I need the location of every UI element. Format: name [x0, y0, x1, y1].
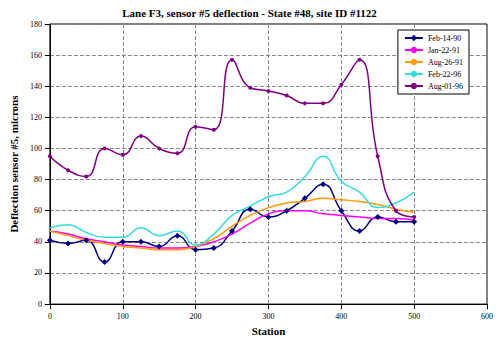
- svg-text:0: 0: [38, 300, 42, 309]
- svg-text:100: 100: [30, 144, 42, 153]
- svg-text:60: 60: [34, 206, 42, 215]
- svg-text:200: 200: [190, 312, 202, 321]
- svg-text:40: 40: [34, 237, 42, 246]
- svg-text:400: 400: [335, 312, 347, 321]
- svg-text:0: 0: [48, 312, 52, 321]
- svg-text:Aug-01-96: Aug-01-96: [428, 82, 463, 91]
- svg-text:80: 80: [34, 175, 42, 184]
- svg-text:300: 300: [262, 312, 274, 321]
- svg-text:160: 160: [30, 51, 42, 60]
- svg-text:Deflection sensor #5, microns: Deflection sensor #5, microns: [8, 95, 20, 233]
- svg-text:Station: Station: [252, 325, 286, 337]
- svg-text:180: 180: [30, 20, 42, 29]
- svg-text:20: 20: [34, 268, 42, 277]
- svg-text:100: 100: [117, 312, 129, 321]
- svg-text:Jan-22-91: Jan-22-91: [428, 46, 460, 55]
- svg-text:600: 600: [481, 312, 493, 321]
- svg-text:Lane F3, sensor #5 deflection: Lane F3, sensor #5 deflection - State #4…: [122, 7, 377, 19]
- svg-text:Feb-22-96: Feb-22-96: [428, 70, 461, 79]
- svg-text:500: 500: [408, 312, 420, 321]
- svg-text:140: 140: [30, 82, 42, 91]
- svg-text:Feb-14-90: Feb-14-90: [428, 34, 461, 43]
- svg-text:Aug-26-91: Aug-26-91: [428, 58, 463, 67]
- svg-text:120: 120: [30, 113, 42, 122]
